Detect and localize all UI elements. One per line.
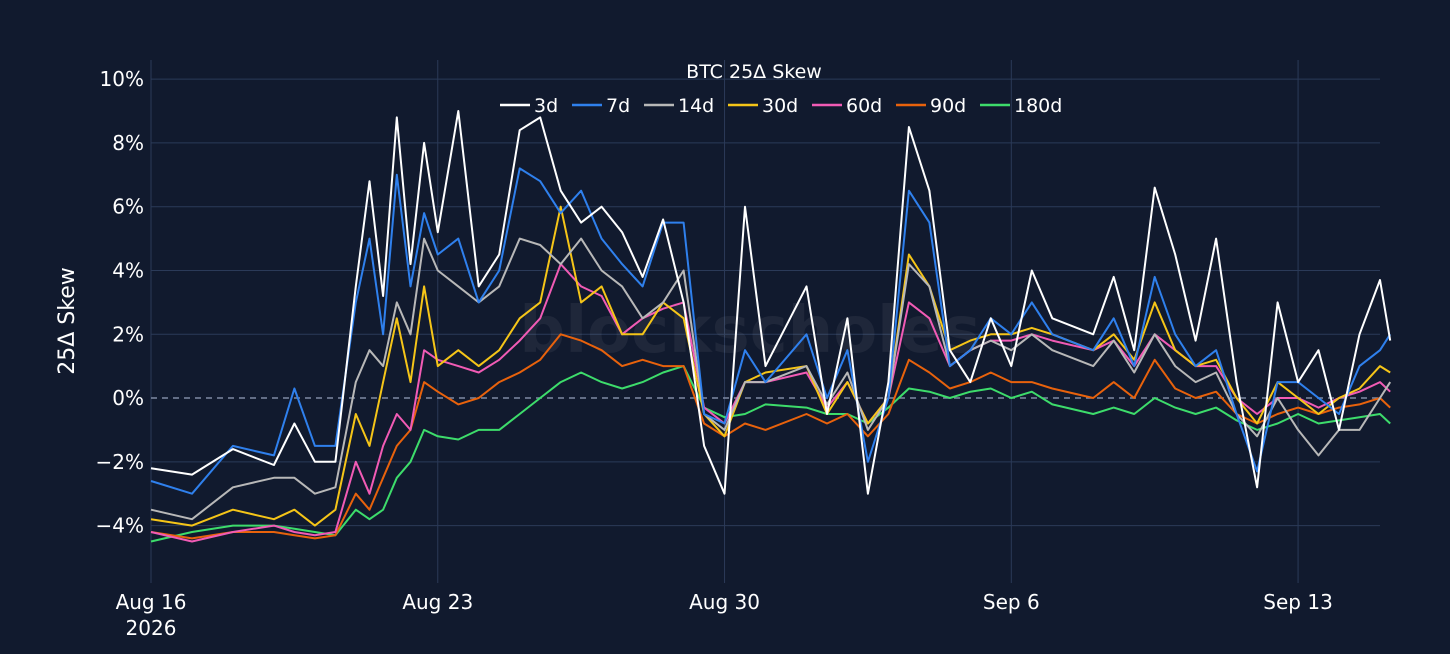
y-tick-label: 4% — [112, 258, 144, 282]
x-tick-label: Aug 23 — [402, 590, 473, 614]
y-tick-label: 2% — [112, 322, 144, 346]
legend-label-60d: 60d — [846, 95, 882, 117]
y-tick-label: 10% — [100, 67, 144, 91]
x-tick-sublabel: 2026 — [126, 616, 177, 640]
series-line-3d — [150, 110, 1392, 495]
legend-label-90d: 90d — [930, 95, 966, 117]
series-line-180d — [150, 365, 1391, 543]
legend-label-180d: 180d — [1014, 95, 1062, 117]
x-tick-label: Aug 30 — [689, 590, 760, 614]
x-tick-label: Sep 6 — [983, 590, 1040, 614]
legend: 3d 7d 14d 30d 60d 90d 180d — [500, 95, 1062, 117]
series-line-30d — [150, 205, 1391, 527]
series-line-90d — [150, 333, 1391, 540]
y-tick-label: 6% — [112, 195, 144, 219]
chart-title: BTC 25Δ Skew — [686, 61, 822, 83]
legend-label-7d: 7d — [606, 95, 630, 117]
y-tick-label: 0% — [112, 386, 144, 410]
legend-label-14d: 14d — [678, 95, 714, 117]
series-group — [150, 110, 1392, 543]
legend-label-30d: 30d — [762, 95, 798, 117]
y-axis-label: 25Δ Skew — [55, 267, 80, 375]
legend-label-3d: 3d — [534, 95, 558, 117]
y-axis-ticks: −4% −2% 0% 2% 4% 6% 8% 10% — [96, 67, 145, 537]
x-tick-label: Sep 13 — [1263, 590, 1333, 614]
y-tick-label: 8% — [112, 131, 144, 155]
y-tick-label: −2% — [96, 450, 145, 474]
grid — [150, 60, 1380, 583]
y-tick-label: −4% — [96, 514, 145, 538]
x-tick-label: Aug 16 — [116, 590, 187, 614]
series-line-7d — [150, 167, 1392, 495]
